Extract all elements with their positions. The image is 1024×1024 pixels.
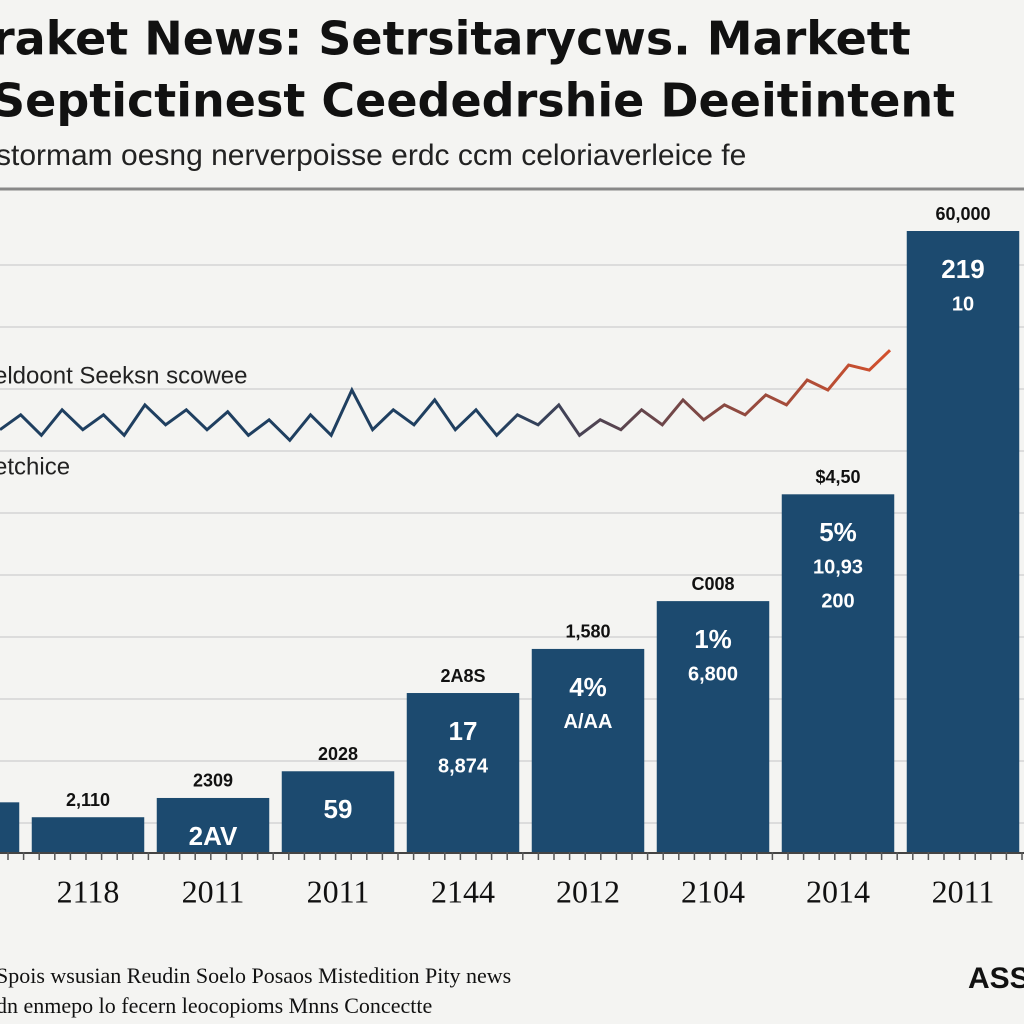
bar-top-label: 2028 xyxy=(318,744,358,764)
bar-inner-label: 8,874 xyxy=(438,755,489,777)
chart-subtitle: stormam oesng nerverpoisse erdc ccm celo… xyxy=(0,139,746,172)
x-tick-label: 2144 xyxy=(431,873,495,909)
bar-inner-label: 6,800 xyxy=(688,663,738,685)
bar-top-label: 2A8S xyxy=(440,666,485,686)
bar-inner-label: 1% xyxy=(694,624,732,654)
x-tick-label: 2011 xyxy=(307,873,370,909)
line-note: etchice xyxy=(0,453,70,480)
bar xyxy=(656,601,770,852)
logo: ASS xyxy=(968,962,1024,995)
bar-inner-label: 200 xyxy=(821,591,854,613)
bar-inner-label: 17 xyxy=(449,716,478,746)
bar xyxy=(281,771,395,852)
bar-top-label: 1,580 xyxy=(565,622,610,642)
bar-inner-label: 5% xyxy=(819,517,857,547)
legend-label: eldoont Seeksn scowee xyxy=(0,362,248,389)
bar-inner-label: 10,93 xyxy=(813,557,863,579)
footer: dn enmepo lo fecern leocopioms Mnns Conc… xyxy=(0,993,432,1018)
x-tick-label: 2014 xyxy=(806,873,870,909)
bar-top-label: 2,110 xyxy=(66,790,110,810)
bar xyxy=(781,494,895,852)
bar-top-label: C008 xyxy=(691,574,734,594)
chart-title: Septictinest Ceededrshie Deeitintent xyxy=(0,74,955,128)
bar xyxy=(0,802,20,852)
x-tick-label: 2011 xyxy=(932,873,995,909)
x-tick-label: 2118 xyxy=(57,873,120,909)
footer: Spois wsusian Reudin Soelo Posaos Misted… xyxy=(0,963,511,988)
bar xyxy=(31,817,145,852)
bar xyxy=(156,797,270,852)
bar-top-label: 60,000 xyxy=(935,204,990,224)
bar-inner-label: 59 xyxy=(324,794,353,824)
chart-title: raket News: Setrsitarycws. Markett xyxy=(0,12,911,66)
line-series xyxy=(0,349,892,443)
x-tick-label: 2012 xyxy=(556,873,620,909)
bar-inner-label: A/AA xyxy=(564,711,613,733)
bar-top-label: 2309 xyxy=(193,771,233,791)
bar-inner-label: 10 xyxy=(952,293,974,315)
bar-top-label: $4,50 xyxy=(815,467,860,487)
bar-inner-label: 219 xyxy=(941,254,984,284)
bar xyxy=(906,231,1020,852)
x-tick-label: 2104 xyxy=(681,873,745,909)
bar xyxy=(406,693,520,852)
bar-inner-label: 4% xyxy=(569,672,607,702)
bar xyxy=(531,648,645,852)
bar-inner-label: 2AV xyxy=(189,821,238,851)
x-tick-label: 2011 xyxy=(182,873,245,909)
